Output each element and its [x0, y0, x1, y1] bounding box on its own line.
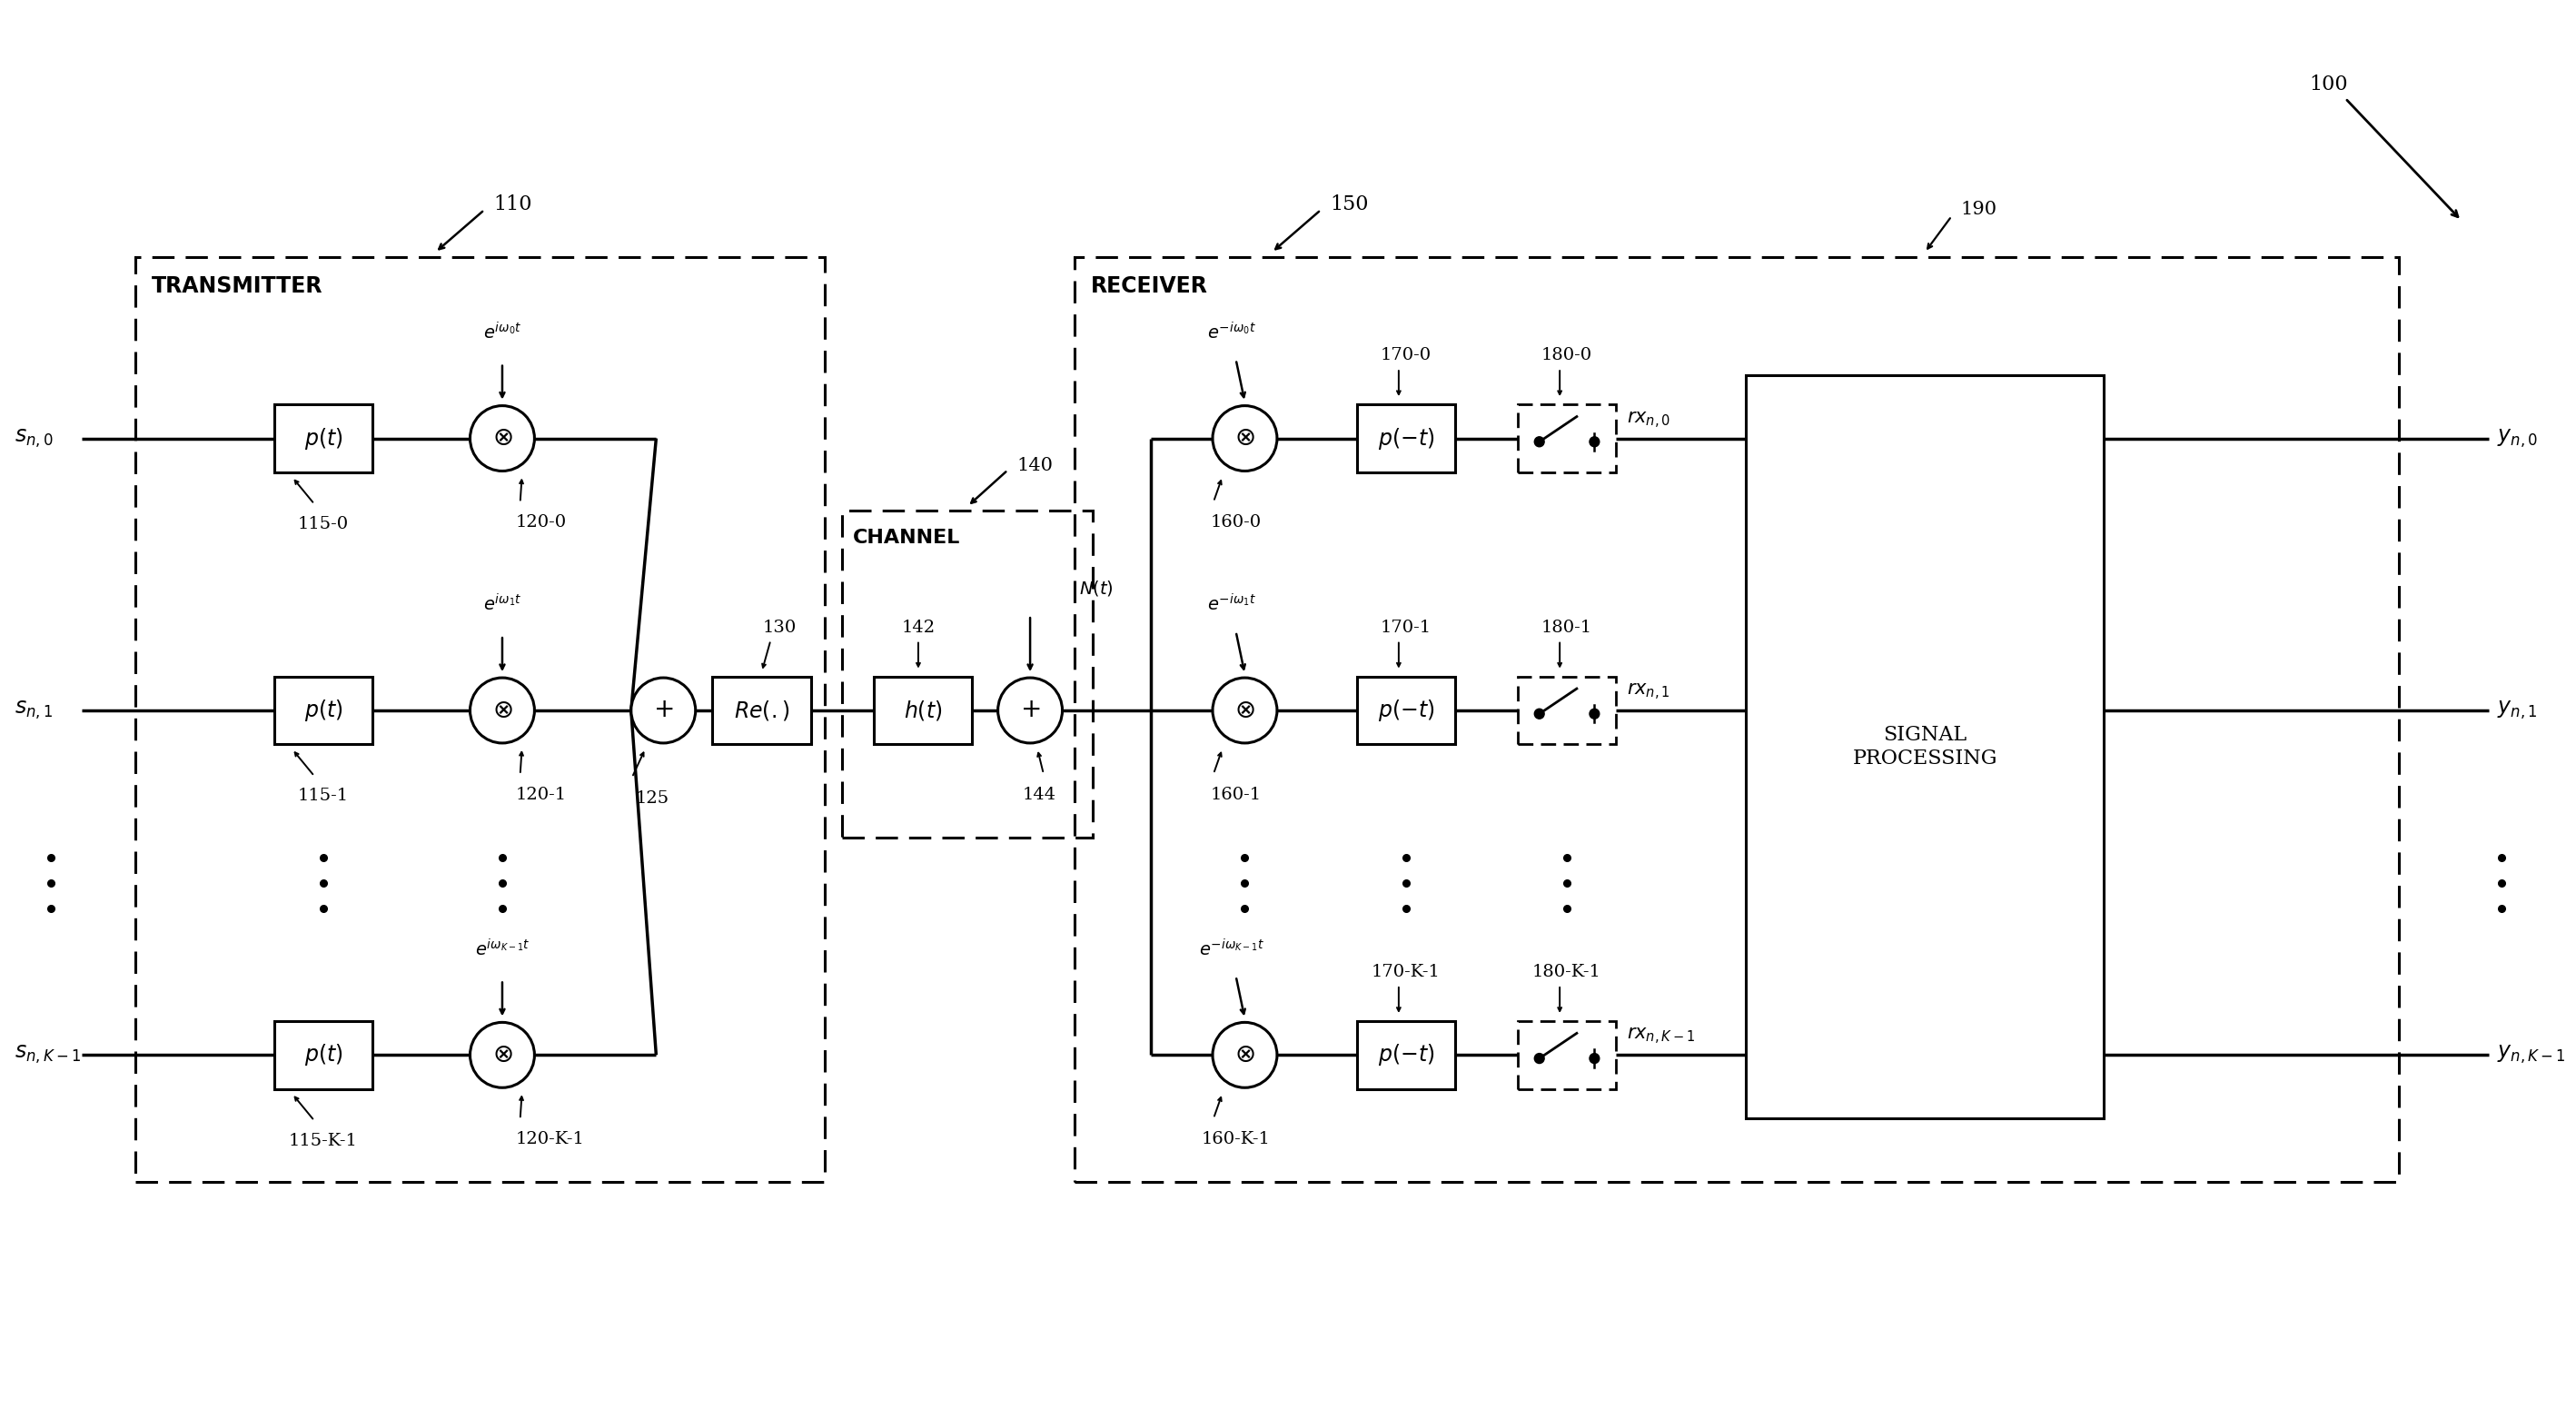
- Circle shape: [1589, 710, 1600, 719]
- Text: $+$: $+$: [654, 698, 672, 722]
- Text: 170-0: 170-0: [1381, 348, 1432, 363]
- Text: $p(-t)$: $p(-t)$: [1378, 1043, 1435, 1067]
- Text: $rx_{n,0}$: $rx_{n,0}$: [1628, 410, 1669, 430]
- Text: $e^{i\omega_0 t}$: $e^{i\omega_0 t}$: [484, 322, 520, 343]
- FancyBboxPatch shape: [1517, 404, 1615, 473]
- Text: 180-0: 180-0: [1540, 348, 1592, 363]
- Text: $\otimes$: $\otimes$: [492, 698, 513, 722]
- Circle shape: [1535, 1053, 1543, 1063]
- FancyBboxPatch shape: [273, 1022, 374, 1088]
- Text: $s_{n,1}$: $s_{n,1}$: [15, 700, 54, 721]
- Text: 120-1: 120-1: [515, 786, 567, 803]
- FancyBboxPatch shape: [1358, 1022, 1455, 1088]
- FancyBboxPatch shape: [873, 677, 971, 745]
- Text: $e^{i\omega_{K-1} t}$: $e^{i\omega_{K-1} t}$: [474, 938, 531, 959]
- Circle shape: [469, 406, 533, 471]
- Text: TRANSMITTER: TRANSMITTER: [152, 275, 322, 297]
- Text: SIGNAL
PROCESSING: SIGNAL PROCESSING: [1852, 725, 1996, 768]
- Text: $Re(.)$: $Re(.)$: [734, 698, 791, 722]
- Text: 150: 150: [1329, 194, 1368, 214]
- Text: $y_{n,1}$: $y_{n,1}$: [2496, 700, 2537, 721]
- Text: CHANNEL: CHANNEL: [853, 529, 961, 548]
- Text: $\otimes$: $\otimes$: [1234, 426, 1255, 451]
- Circle shape: [1535, 710, 1543, 719]
- Text: 160-1: 160-1: [1211, 786, 1262, 803]
- Text: $\otimes$: $\otimes$: [492, 426, 513, 451]
- Text: $s_{n,0}$: $s_{n,0}$: [15, 427, 54, 450]
- Text: $e^{-i\omega_1 t}$: $e^{-i\omega_1 t}$: [1208, 593, 1257, 614]
- Text: 115-0: 115-0: [299, 517, 348, 532]
- Text: $\otimes$: $\otimes$: [492, 1043, 513, 1067]
- Circle shape: [469, 1022, 533, 1087]
- Text: $N(t)$: $N(t)$: [1079, 579, 1113, 597]
- Text: $y_{n,0}$: $y_{n,0}$: [2496, 427, 2537, 450]
- Text: $p(t)$: $p(t)$: [304, 426, 343, 451]
- Text: RECEIVER: RECEIVER: [1092, 275, 1208, 297]
- Text: 170-K-1: 170-K-1: [1370, 964, 1440, 981]
- Text: 160-0: 160-0: [1211, 515, 1262, 531]
- Circle shape: [1213, 406, 1278, 471]
- FancyBboxPatch shape: [1358, 677, 1455, 745]
- Circle shape: [469, 678, 533, 744]
- Text: 180-K-1: 180-K-1: [1533, 964, 1602, 981]
- Text: $p(t)$: $p(t)$: [304, 698, 343, 724]
- Text: $p(t)$: $p(t)$: [304, 1043, 343, 1067]
- Circle shape: [1213, 678, 1278, 744]
- Text: $e^{i\omega_1 t}$: $e^{i\omega_1 t}$: [484, 593, 520, 614]
- Text: $rx_{n,1}$: $rx_{n,1}$: [1628, 683, 1669, 702]
- Text: 140: 140: [1018, 457, 1054, 474]
- Text: 120-0: 120-0: [515, 515, 567, 531]
- Circle shape: [1589, 437, 1600, 447]
- Text: 110: 110: [495, 194, 531, 214]
- Text: $s_{n,K-1}$: $s_{n,K-1}$: [15, 1044, 82, 1066]
- Circle shape: [1213, 1022, 1278, 1087]
- FancyBboxPatch shape: [1747, 375, 2105, 1118]
- Text: 130: 130: [762, 619, 796, 636]
- Text: 100: 100: [2311, 75, 2349, 95]
- Text: $y_{n,K-1}$: $y_{n,K-1}$: [2496, 1044, 2566, 1066]
- Text: $p(-t)$: $p(-t)$: [1378, 426, 1435, 451]
- Text: 190: 190: [1960, 201, 1996, 219]
- Text: $\otimes$: $\otimes$: [1234, 698, 1255, 722]
- Text: 160-K-1: 160-K-1: [1200, 1131, 1270, 1148]
- Text: 115-K-1: 115-K-1: [289, 1132, 358, 1149]
- Text: 170-1: 170-1: [1381, 619, 1432, 636]
- Text: 115-1: 115-1: [299, 788, 348, 805]
- Circle shape: [1589, 1053, 1600, 1063]
- Circle shape: [631, 678, 696, 744]
- FancyBboxPatch shape: [1517, 677, 1615, 745]
- Text: $h(t)$: $h(t)$: [904, 698, 943, 722]
- FancyBboxPatch shape: [1358, 404, 1455, 473]
- FancyBboxPatch shape: [714, 677, 811, 745]
- Text: $e^{-i\omega_{K-1} t}$: $e^{-i\omega_{K-1} t}$: [1198, 938, 1265, 959]
- FancyBboxPatch shape: [1517, 1022, 1615, 1088]
- FancyBboxPatch shape: [273, 404, 374, 473]
- Text: $rx_{n,K-1}$: $rx_{n,K-1}$: [1628, 1027, 1695, 1047]
- Text: 120-K-1: 120-K-1: [515, 1131, 585, 1148]
- Circle shape: [997, 678, 1061, 744]
- Text: $e^{-i\omega_0 t}$: $e^{-i\omega_0 t}$: [1208, 322, 1257, 343]
- Text: $p(-t)$: $p(-t)$: [1378, 698, 1435, 724]
- Text: 142: 142: [902, 619, 935, 636]
- Text: $+$: $+$: [1020, 698, 1041, 722]
- Text: 125: 125: [636, 790, 670, 806]
- Text: 144: 144: [1023, 786, 1056, 803]
- Circle shape: [1535, 437, 1543, 447]
- FancyBboxPatch shape: [273, 677, 374, 745]
- Text: 180-1: 180-1: [1540, 619, 1592, 636]
- Text: $\otimes$: $\otimes$: [1234, 1043, 1255, 1067]
